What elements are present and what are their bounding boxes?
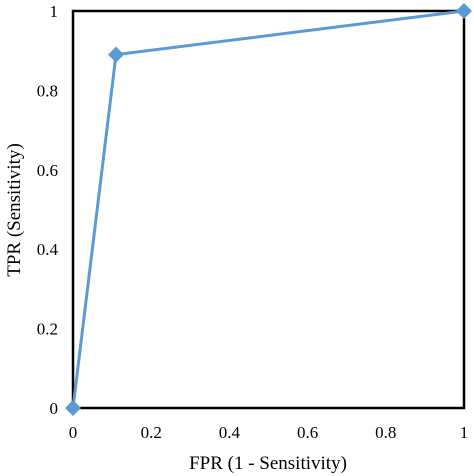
data-point-marker [456, 3, 472, 19]
x-tick-label: 0.4 [219, 423, 241, 442]
y-tick-label: 0.4 [37, 240, 59, 259]
y-tick-label: 0 [50, 399, 59, 418]
y-tick-label: 0.2 [37, 320, 58, 339]
y-axis-title: TPR (Sensitivity) [4, 143, 25, 277]
x-axis-title: FPR (1 - Sensitivity) [189, 453, 347, 474]
y-tick-labels: 0 0.2 0.4 0.6 0.8 1 [37, 2, 59, 418]
x-tick-label: 0.2 [141, 423, 162, 442]
y-tick-label: 0.6 [37, 161, 58, 180]
x-tick-labels: 0 0.2 0.4 0.6 0.8 1 [69, 423, 469, 442]
data-point-marker [108, 46, 125, 63]
y-tick-label: 1 [50, 2, 59, 21]
x-tick-label: 0.8 [375, 423, 396, 442]
x-tick-label: 1 [460, 423, 469, 442]
series-layer [65, 3, 472, 416]
x-tick-label: 0 [69, 423, 78, 442]
data-point-marker [65, 400, 81, 416]
plot-area [71, 9, 466, 410]
series-line [71, 9, 465, 409]
y-tick-label: 0.8 [37, 81, 58, 100]
x-tick-label: 0.6 [297, 423, 318, 442]
